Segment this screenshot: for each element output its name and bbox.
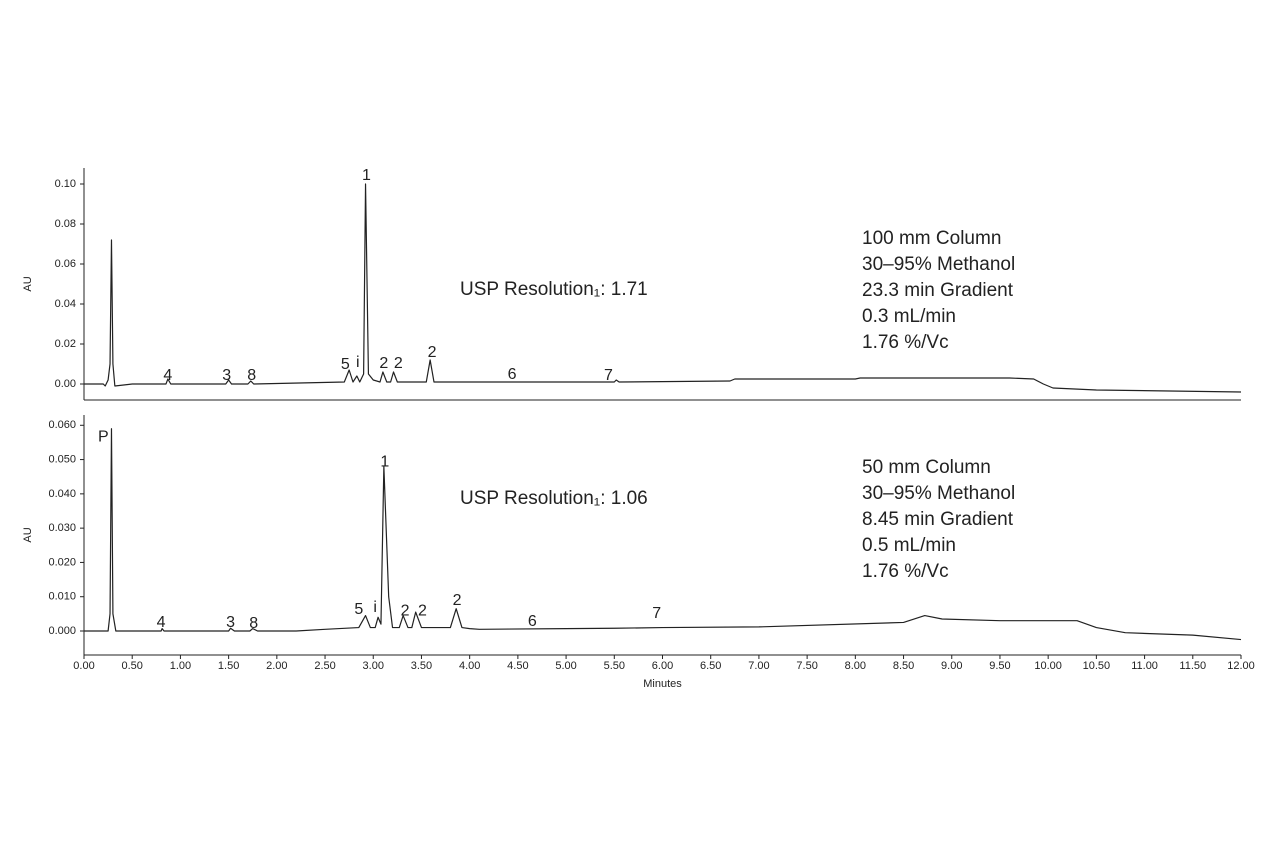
trace — [84, 183, 1242, 393]
x-tick-label: 3.00 — [363, 660, 384, 672]
x-tick-label: 6.00 — [652, 660, 673, 672]
peak-label: 2 — [428, 344, 437, 361]
peak-label: 2 — [453, 592, 462, 609]
y-tick-label: 0.010 — [48, 591, 76, 603]
peak-label: 4 — [163, 367, 172, 384]
condition: 23.3 min Gradient — [862, 280, 1014, 301]
y-axis-title: AU — [22, 527, 34, 542]
y-tick-label: 0.050 — [48, 453, 76, 465]
condition: 100 mm Column — [862, 228, 1001, 249]
resolution: USP Resolution₁: 1.71 — [460, 279, 648, 300]
x-tick-label: 9.00 — [941, 660, 962, 672]
x-axis-title: Minutes — [643, 678, 682, 690]
condition: 0.5 mL/min — [862, 535, 956, 556]
x-tick-label: 11.00 — [1131, 660, 1158, 672]
x-tick-label: 11.50 — [1179, 660, 1206, 672]
y-tick-label: 0.000 — [48, 625, 76, 637]
x-tick-label: 6.50 — [700, 660, 721, 672]
x-tick-label: 10.50 — [1083, 660, 1111, 672]
x-tick-label: 2.00 — [266, 660, 287, 672]
x-tick-label: 2.50 — [314, 660, 335, 672]
x-tick-label: 1.50 — [218, 660, 239, 672]
x-tick-label: 4.50 — [507, 660, 528, 672]
peak-label: i — [373, 599, 377, 616]
condition: 30–95% Methanol — [862, 483, 1015, 504]
y-tick-label: 0.060 — [48, 419, 76, 431]
x-tick-label: 0.50 — [121, 660, 142, 672]
y-axis-title: AU — [22, 276, 34, 291]
peak-label: 5 — [341, 356, 350, 373]
y-tick-label: 0.00 — [55, 378, 76, 390]
y-tick-label: 0.06 — [55, 258, 76, 270]
peak-label: 7 — [652, 605, 661, 622]
peak-label: 8 — [247, 367, 256, 384]
x-tick-label: 9.50 — [989, 660, 1010, 672]
x-tick-label: 0.00 — [73, 660, 94, 672]
peak-label: 4 — [157, 614, 166, 631]
peak-label: 7 — [604, 367, 613, 384]
condition: 1.76 %/Vc — [862, 561, 949, 582]
peak-label: 1 — [362, 167, 371, 184]
peak-label: 2 — [418, 603, 427, 620]
y-tick-label: 0.020 — [48, 556, 76, 568]
y-tick-label: 0.040 — [48, 488, 76, 500]
condition: 30–95% Methanol — [862, 254, 1015, 275]
y-tick-label: 0.030 — [48, 522, 76, 534]
x-tick-label: 8.00 — [845, 660, 866, 672]
peak-label: 1 — [380, 453, 389, 470]
x-tick-label: 4.00 — [459, 660, 480, 672]
peak-label: 8 — [249, 615, 258, 632]
condition: 1.76 %/Vc — [862, 332, 949, 353]
y-tick-label: 0.02 — [55, 338, 76, 350]
resolution: USP Resolution₁: 1.06 — [460, 488, 648, 509]
x-tick-label: 3.50 — [411, 660, 432, 672]
condition: 8.45 min Gradient — [862, 509, 1014, 530]
peak-label: i — [356, 354, 360, 371]
x-tick-label: 1.00 — [170, 660, 191, 672]
peak-label: 2 — [379, 355, 388, 372]
x-tick-label: 5.00 — [555, 660, 576, 672]
trace — [84, 428, 1242, 641]
peak-label: P — [98, 428, 109, 445]
x-tick-label: 7.00 — [748, 660, 769, 672]
y-tick-label: 0.08 — [55, 218, 76, 230]
condition: 50 mm Column — [862, 457, 991, 478]
condition: 0.3 mL/min — [862, 306, 956, 327]
y-tick-label: 0.10 — [55, 178, 76, 190]
peak-label: 3 — [226, 614, 235, 631]
peak-label: 2 — [401, 603, 410, 620]
peak-label: 3 — [222, 367, 231, 384]
x-tick-label: 8.50 — [893, 660, 914, 672]
peak-label: 6 — [508, 366, 517, 383]
peak-label: 5 — [354, 601, 363, 618]
x-tick-label: 10.00 — [1034, 660, 1062, 672]
x-tick-label: 12.00 — [1227, 660, 1255, 672]
peak-label: 2 — [394, 355, 403, 372]
x-tick-label: 5.50 — [604, 660, 625, 672]
peak-label: 6 — [528, 613, 537, 630]
x-tick-label: 7.50 — [796, 660, 817, 672]
y-tick-label: 0.04 — [55, 298, 76, 310]
